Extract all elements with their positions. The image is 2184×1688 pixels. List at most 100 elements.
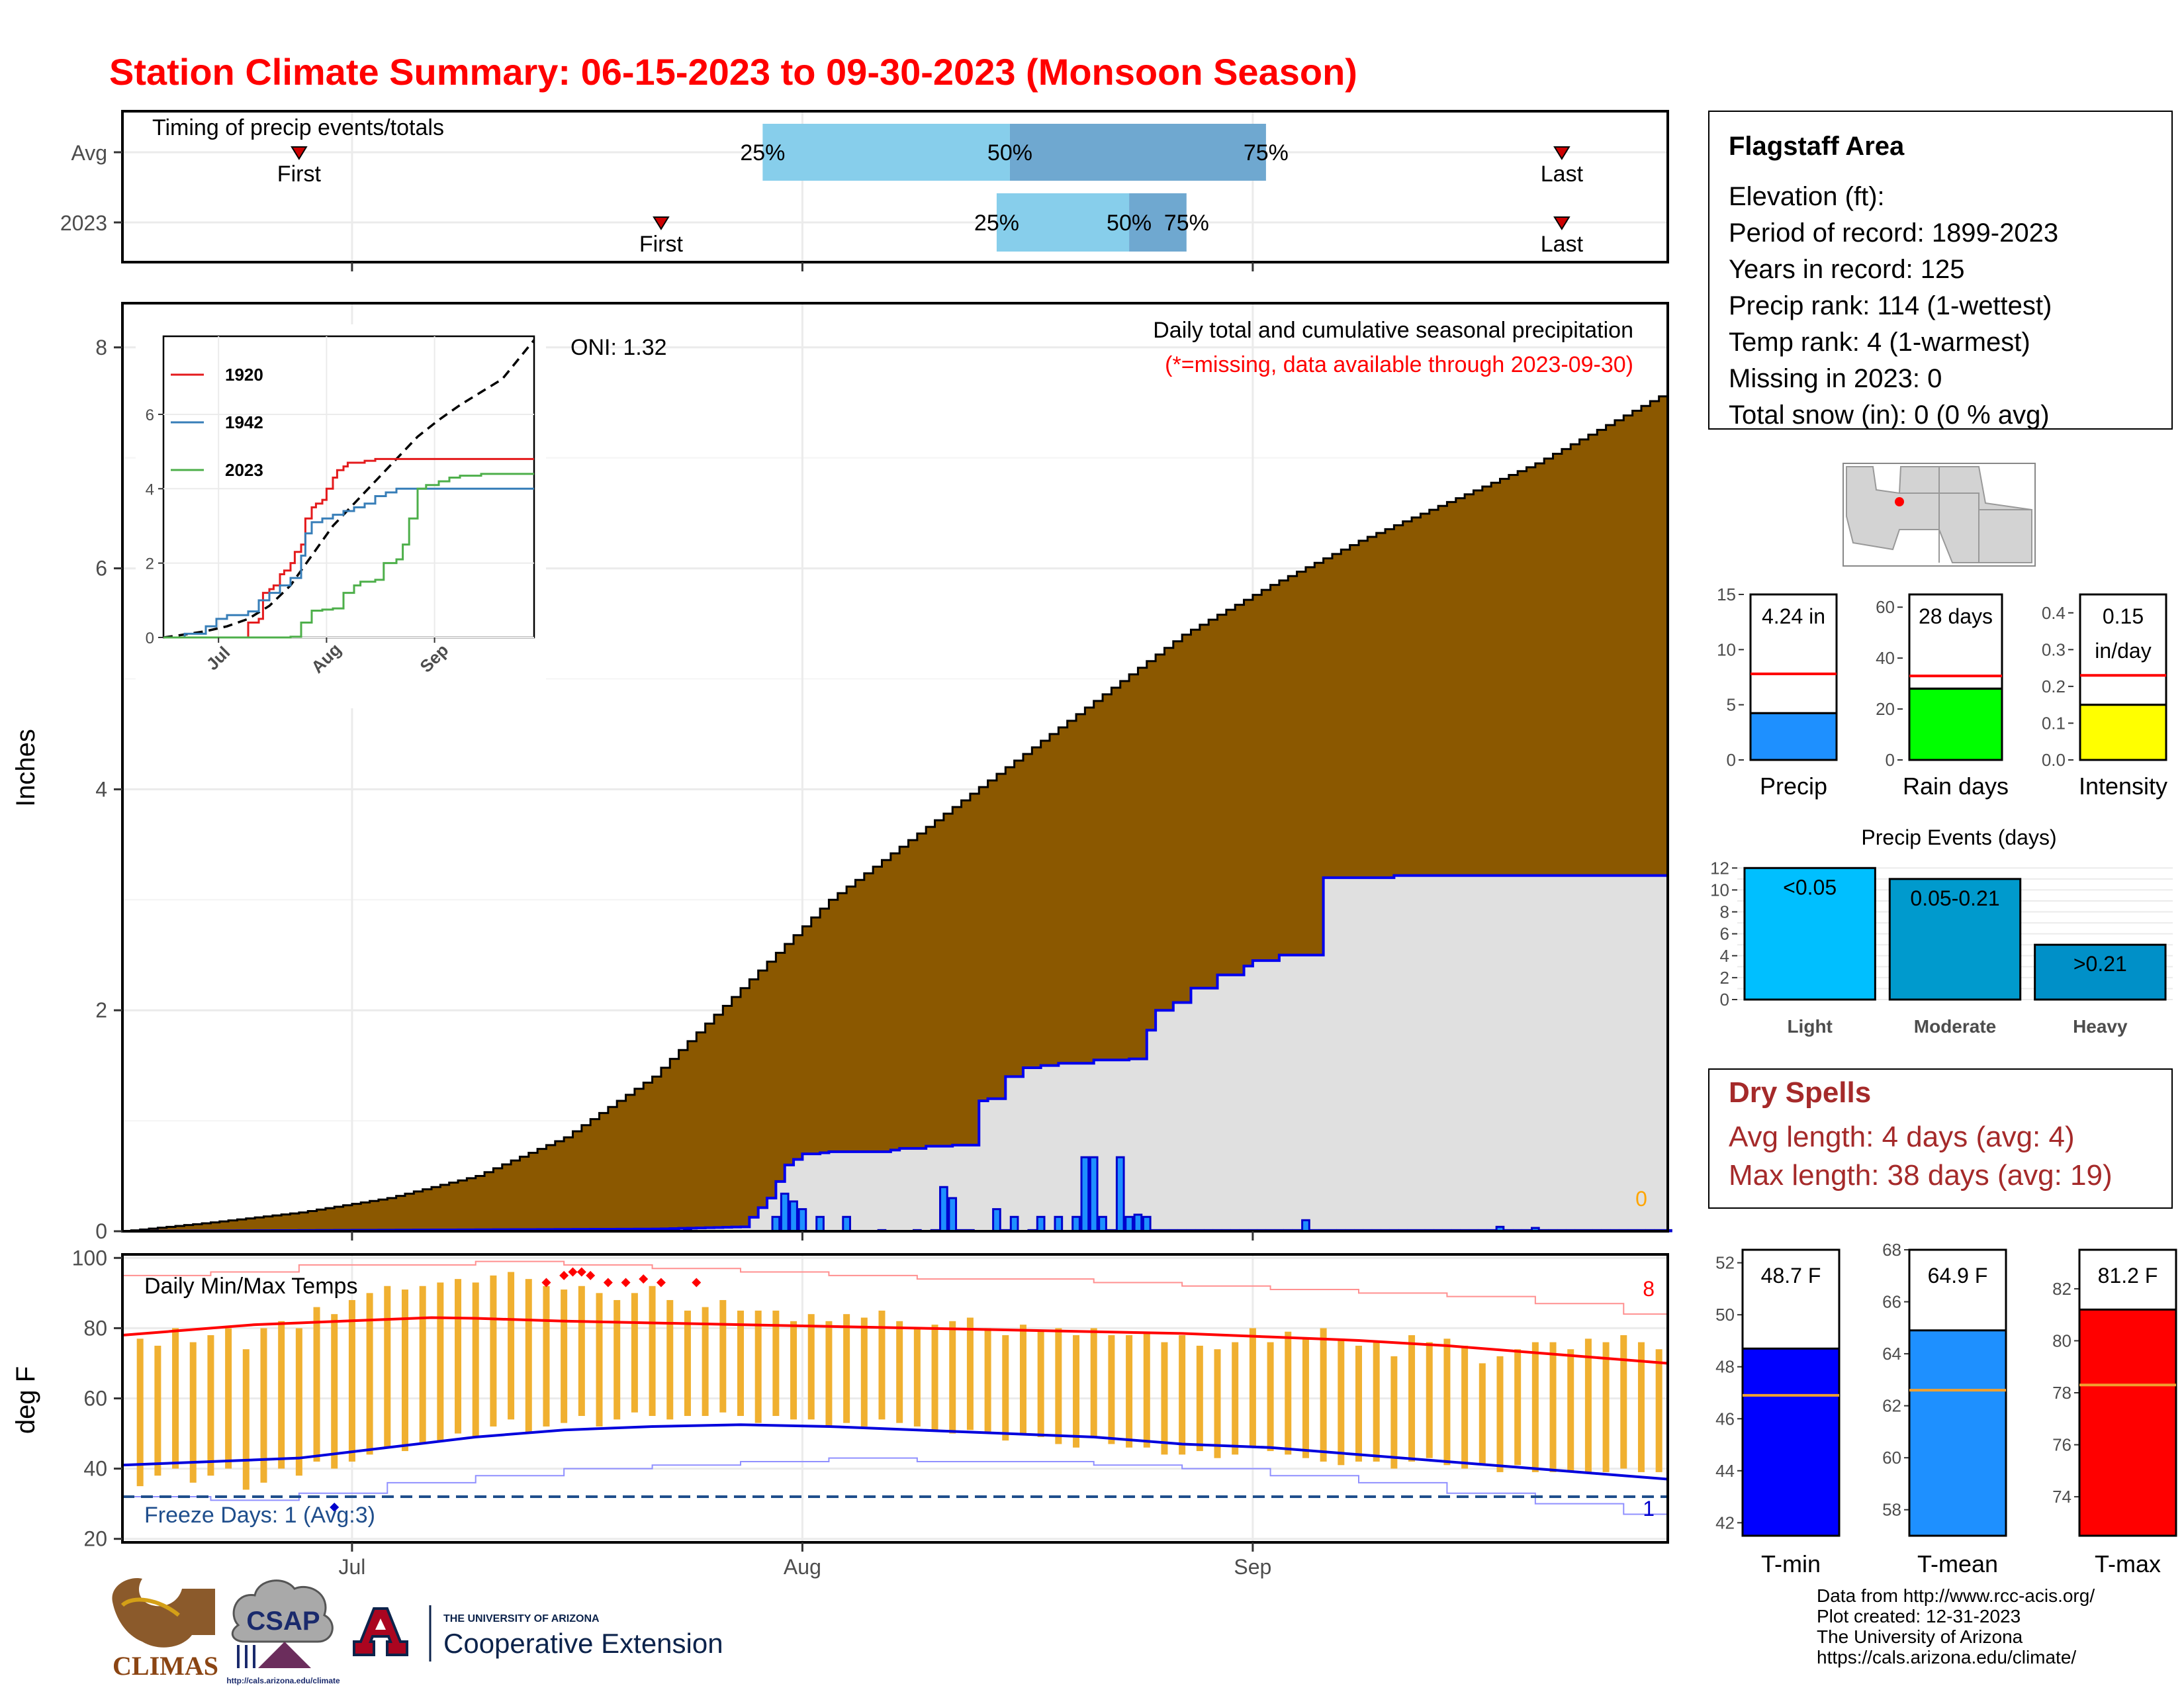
record-max-point bbox=[621, 1278, 631, 1288]
summary-ytick-label: 5 bbox=[1727, 695, 1736, 715]
daily-temp-bar bbox=[896, 1321, 903, 1423]
daily-temp-bar bbox=[1355, 1345, 1362, 1462]
record-min-line bbox=[122, 1457, 1668, 1525]
daily-temp-bar bbox=[472, 1282, 479, 1437]
daily-precip-bar bbox=[1036, 1215, 1046, 1233]
summary-ytick-label: 0.2 bbox=[2042, 677, 2066, 696]
summary-ytick-label: 15 bbox=[1717, 585, 1736, 604]
inset-legend-label-1942: 1942 bbox=[225, 412, 263, 432]
temp-summary-ytick-label: 68 bbox=[1882, 1240, 1901, 1260]
csap-logo-text: CSAP bbox=[246, 1607, 320, 1636]
events-ytick-label: 0 bbox=[1720, 990, 1729, 1009]
daily-precip-bar bbox=[1301, 1219, 1310, 1233]
footer-line: Plot created: 12-31-2023 bbox=[1817, 1606, 2021, 1626]
avg-max-line bbox=[122, 1316, 1668, 1365]
precip-ytick-label: 2 bbox=[95, 998, 107, 1022]
daily-temp-bar bbox=[966, 1317, 974, 1430]
station-info-line: Precip rank: 114 (1-wettest) bbox=[1729, 291, 2052, 320]
daily-temp-bar bbox=[1073, 1335, 1080, 1448]
daily-precip-bar bbox=[1071, 1215, 1081, 1233]
dry-spells-avg: Avg length: 4 days (avg: 4) bbox=[1729, 1121, 2075, 1153]
timing-bar-50-75 bbox=[1009, 124, 1266, 181]
timing-bar-25-50 bbox=[996, 193, 1130, 252]
daily-temp-bar bbox=[578, 1286, 585, 1417]
temp-ytick-label: 100 bbox=[72, 1246, 107, 1270]
daily-temp-bar bbox=[1143, 1331, 1150, 1448]
events-bar-label: >0.21 bbox=[2073, 952, 2127, 976]
daily-temp-bar bbox=[1620, 1335, 1627, 1469]
daily-temp-bar bbox=[1037, 1331, 1044, 1437]
daily-temp-bar bbox=[1055, 1328, 1062, 1444]
daily-temp-bar bbox=[1549, 1342, 1557, 1472]
timing-p75-label: 75% bbox=[1164, 211, 1209, 236]
footer-line: https://cals.arizona.edu/climate/ bbox=[1817, 1647, 2076, 1667]
precip-ytick-label: 8 bbox=[95, 336, 107, 359]
daily-temp-bar bbox=[172, 1328, 179, 1469]
daily-precip-bar bbox=[1054, 1215, 1064, 1233]
temp-summary-ytick-label: 50 bbox=[1715, 1305, 1735, 1325]
daily-temp-bar bbox=[1019, 1325, 1026, 1434]
daily-temp-bar bbox=[684, 1310, 691, 1417]
summary-ytick-label: 40 bbox=[1876, 648, 1895, 668]
csap-logo: CSAP http://cals.arizona.edu/climate bbox=[226, 1579, 340, 1685]
daily-temp-bar bbox=[737, 1310, 744, 1417]
figure-title: Station Climate Summary: 06-15-2023 to 0… bbox=[109, 51, 1357, 93]
timing-panel: Timing of precip events/totals Avg 2023 … bbox=[60, 110, 1669, 271]
daily-precip-bar bbox=[1133, 1213, 1143, 1233]
daily-temp-bar bbox=[154, 1345, 161, 1476]
record-max-point bbox=[576, 1267, 586, 1277]
temp-title: Daily Min/Max Temps bbox=[144, 1274, 357, 1299]
daily-precip-bar bbox=[1009, 1215, 1019, 1233]
daily-temp-bar bbox=[807, 1314, 815, 1420]
summary-bar-Rain days bbox=[1908, 687, 2003, 761]
daily-temp-bar bbox=[1584, 1338, 1592, 1472]
station-location-marker bbox=[1895, 497, 1904, 506]
temp-ytick-label: 40 bbox=[83, 1457, 107, 1481]
daily-temp-bar bbox=[790, 1321, 797, 1420]
climas-logo-text: CLIMAS bbox=[113, 1651, 218, 1681]
daily-temp-bar bbox=[1408, 1335, 1416, 1462]
daily-temp-bar bbox=[1655, 1349, 1662, 1472]
precip-summary-bars: 0 5 10 15 4.24 in Precip 0 20 40 60 28 days Rain da… bbox=[1717, 585, 2173, 800]
daily-temp-bar bbox=[313, 1307, 320, 1462]
daily-temp-bar bbox=[1285, 1331, 1292, 1455]
daily-temp-bar bbox=[1090, 1328, 1097, 1437]
inset-ytick-label: 4 bbox=[146, 481, 154, 498]
daily-temp-bar bbox=[1390, 1356, 1398, 1469]
temp-summary-ytick-label: 62 bbox=[1882, 1396, 1901, 1416]
precip-title: Daily total and cumulative seasonal prec… bbox=[1153, 318, 1633, 343]
temp-summary-ytick-label: 60 bbox=[1882, 1448, 1901, 1468]
record-max-point bbox=[656, 1278, 666, 1288]
timing-last-marker bbox=[1553, 216, 1570, 230]
daily-temp-bar bbox=[631, 1293, 638, 1413]
daily-precip-bar bbox=[1089, 1156, 1099, 1233]
timing-bar-25-50 bbox=[762, 124, 1010, 181]
timing-bar-50-75 bbox=[1129, 193, 1187, 252]
record-count: 8 bbox=[1643, 1277, 1655, 1301]
daily-temp-bar bbox=[596, 1293, 603, 1427]
dry-spells-box: Dry Spells Avg length: 4 days (avg: 4) M… bbox=[1708, 1068, 2173, 1209]
daily-temp-bar bbox=[366, 1293, 373, 1455]
summary-value-label: 28 days bbox=[1919, 604, 1993, 628]
temp-summary-ytick-label: 76 bbox=[2052, 1435, 2071, 1455]
temp-summary-value-label: 81.2 F bbox=[2098, 1264, 2158, 1288]
inset-line-1942 bbox=[163, 487, 534, 639]
inset-ytick-label: 2 bbox=[146, 555, 154, 573]
locator-map bbox=[1843, 463, 2036, 567]
daily-precip-bar bbox=[948, 1197, 958, 1233]
record-max-point bbox=[639, 1274, 649, 1284]
temp-summary-value-label: 48.7 F bbox=[1761, 1264, 1821, 1288]
daily-temp-bar bbox=[242, 1349, 250, 1490]
station-name: Flagstaff Area bbox=[1729, 132, 1905, 161]
station-info-line: Missing in 2023: 0 bbox=[1729, 364, 1942, 393]
events-bar-Heavy bbox=[2034, 943, 2167, 1001]
events-category-label: Light bbox=[1787, 1016, 1832, 1037]
temp-summary-ytick-label: 66 bbox=[1882, 1292, 1901, 1312]
inset-line-2023 bbox=[163, 473, 534, 639]
daily-temp-bar bbox=[702, 1307, 709, 1417]
summary-bar-frame bbox=[1749, 593, 1838, 714]
temperature-panel: 20 40 60 80 100 Daily Min/Max Temps Freeze D… bbox=[11, 1246, 1669, 1579]
timing-first-marker bbox=[291, 146, 308, 160]
daily-temp-bar bbox=[508, 1272, 515, 1420]
